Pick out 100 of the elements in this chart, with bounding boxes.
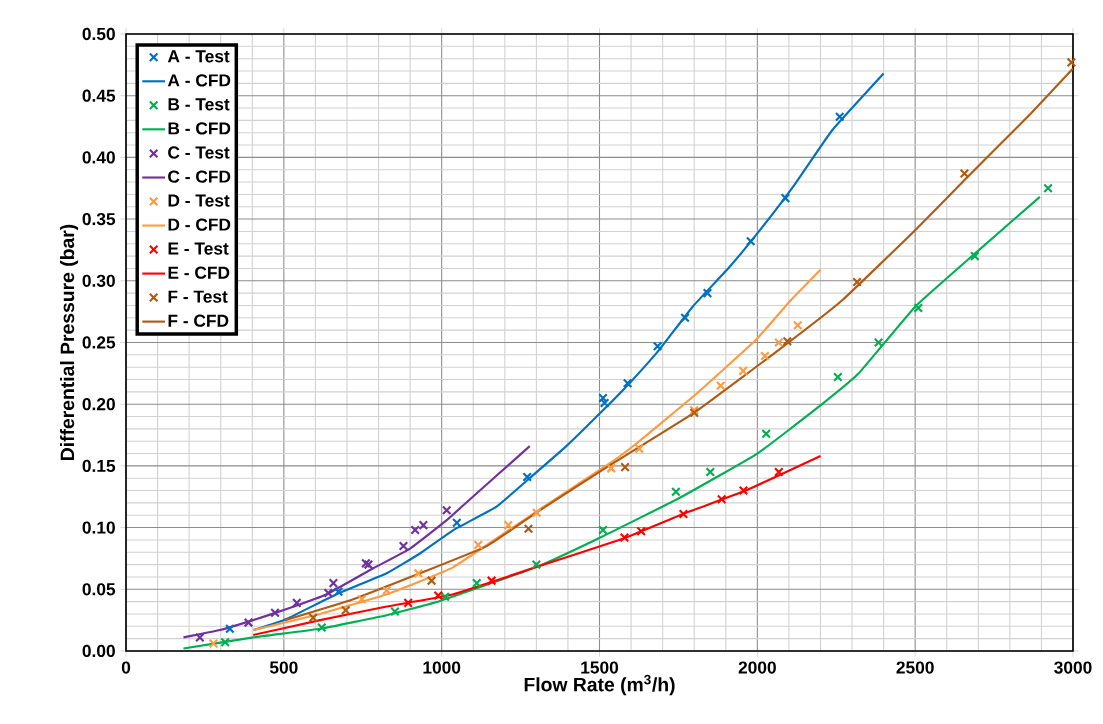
point (471, 578, 482, 588)
point (773, 337, 784, 348)
y-tick-label: 0.40 (82, 151, 115, 164)
point (606, 463, 617, 474)
point (451, 517, 462, 528)
point (291, 598, 302, 608)
point (959, 168, 970, 179)
point (308, 612, 319, 623)
point (441, 505, 452, 516)
point (531, 559, 542, 570)
point (678, 509, 689, 519)
legend-label: B - Test (168, 98, 230, 111)
point (333, 586, 344, 597)
point (599, 398, 610, 408)
point (225, 623, 235, 634)
point (440, 591, 450, 602)
y-tick-label: 0.50 (82, 27, 115, 41)
legend-label: D - CFD (168, 218, 231, 231)
point (356, 594, 367, 604)
point (873, 337, 884, 348)
point (702, 288, 713, 298)
point (620, 462, 630, 472)
point (622, 378, 633, 389)
point (852, 277, 862, 287)
point (410, 525, 420, 535)
point (738, 366, 748, 376)
y-tick-label: 0.00 (82, 644, 115, 658)
point (652, 341, 663, 352)
legend-label: F - CFD (168, 314, 229, 327)
point (636, 526, 647, 537)
y-tick-label: 0.05 (82, 583, 116, 596)
point (328, 578, 339, 588)
point (760, 351, 770, 361)
point (531, 507, 542, 518)
point (270, 607, 280, 618)
legend-label: A - Test (167, 50, 230, 63)
point (323, 588, 334, 598)
point (413, 568, 424, 579)
point (773, 467, 784, 477)
legend-label: E - Test (168, 242, 229, 255)
point (418, 520, 429, 530)
point (208, 638, 219, 649)
point (634, 443, 645, 454)
legend-label: D - Test (168, 194, 230, 207)
legend-label: C - Test (168, 146, 230, 159)
point (598, 525, 608, 535)
point (782, 336, 793, 347)
x-tick-label: 3000 (1054, 661, 1092, 674)
y-tick-label: 0.10 (82, 521, 115, 534)
point (738, 485, 749, 496)
y-tick-label: 0.25 (82, 336, 116, 349)
point (340, 605, 351, 616)
point (780, 193, 791, 203)
point (381, 585, 392, 596)
line-series (182, 445, 531, 639)
x-tick-label: 1000 (423, 661, 461, 674)
point (486, 575, 497, 586)
point (243, 617, 254, 628)
point (598, 393, 608, 403)
x-tick-label: 2500 (896, 661, 934, 674)
legend-label: F - Test (168, 290, 228, 303)
point (792, 320, 803, 331)
point (913, 303, 924, 313)
point (834, 111, 845, 122)
point (969, 251, 980, 261)
point (195, 632, 205, 643)
point (523, 523, 534, 534)
point (403, 598, 414, 608)
point (715, 380, 726, 391)
point (473, 540, 484, 550)
x-tick-label: 1500 (581, 661, 619, 674)
point (426, 575, 437, 586)
x-tick-label: 0 (121, 661, 131, 674)
x-tick-label: 500 (269, 661, 298, 674)
line-series (252, 268, 822, 632)
point (671, 486, 681, 497)
x-tick-label: 2000 (738, 661, 776, 674)
y-tick-label: 0.45 (82, 89, 116, 102)
point (745, 236, 756, 247)
x-axis-title: Flow Rate (m$^{3}$/h) (524, 674, 675, 696)
point (503, 520, 514, 530)
legend-label: E - CFD (168, 266, 230, 279)
point (761, 428, 772, 439)
point (390, 606, 400, 617)
point (705, 467, 716, 477)
line-series (252, 454, 822, 637)
y-tick-label: 0.20 (82, 398, 115, 411)
point (1043, 183, 1053, 194)
point (832, 372, 843, 382)
legend-label: C - CFD (168, 170, 231, 183)
legend-label: A - CFD (167, 74, 231, 87)
y-tick-label: 0.15 (82, 459, 116, 473)
line-series (182, 195, 1041, 650)
point (316, 622, 327, 633)
y-tick-label: 0.30 (82, 274, 115, 287)
point (619, 532, 630, 543)
point (680, 312, 690, 323)
legend-label: B - CFD (168, 122, 231, 135)
point (522, 472, 533, 482)
y-tick-label: 0.35 (82, 212, 116, 226)
